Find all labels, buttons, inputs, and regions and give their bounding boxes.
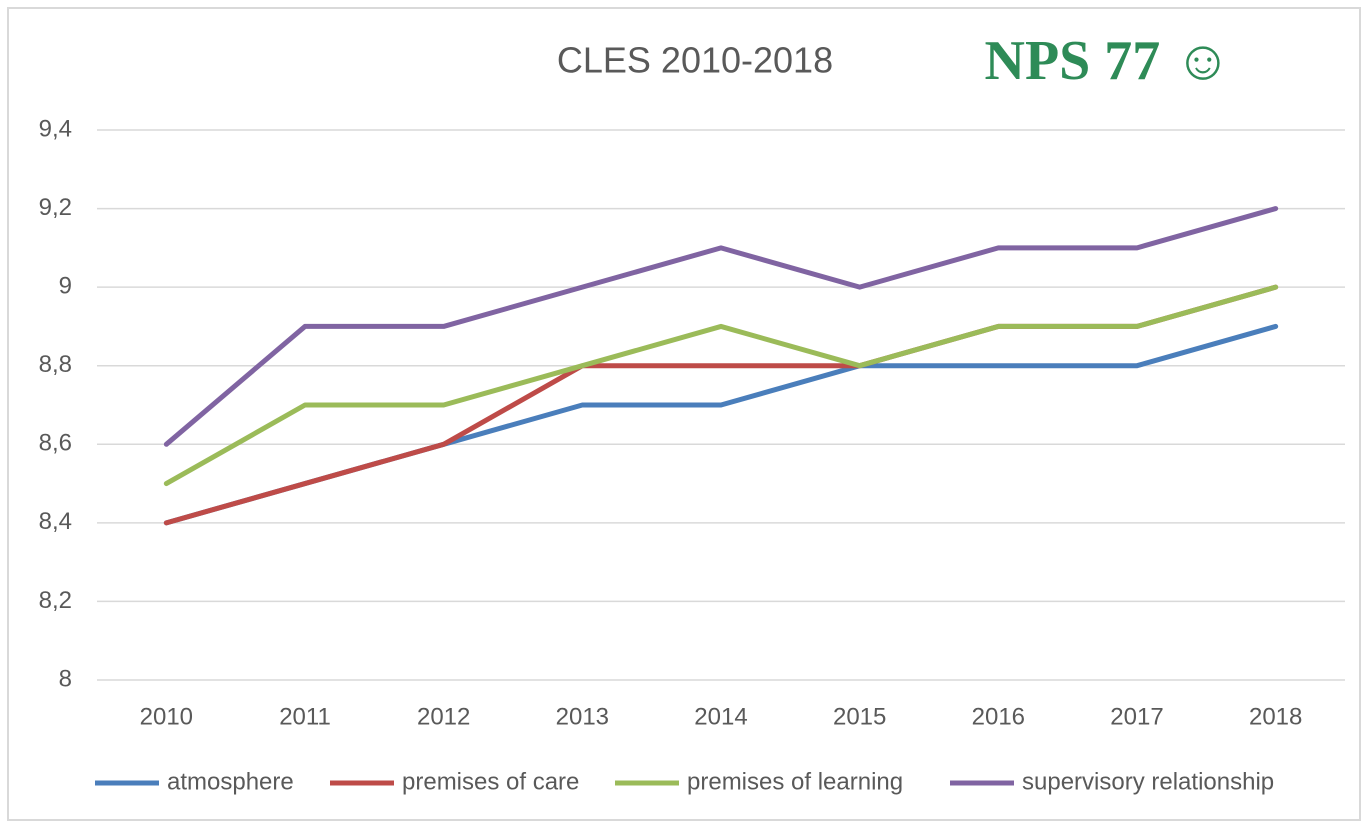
y-tick-label: 8,4 (39, 508, 72, 535)
x-tick-label: 2013 (556, 703, 609, 730)
series-line (163, 284, 1279, 487)
x-tick-label: 2012 (417, 703, 470, 730)
y-tick-label: 8 (59, 665, 72, 692)
y-tick-label: 9,2 (39, 194, 72, 221)
y-tick-label: 8,8 (39, 351, 72, 378)
legend-label: atmosphere (167, 768, 294, 795)
x-tick-label: 2016 (972, 703, 1025, 730)
legend-label: premises of care (402, 768, 579, 795)
x-tick-label: 2014 (694, 703, 747, 730)
chart-title: CLES 2010-2018 (557, 40, 833, 81)
y-tick-label: 9,4 (39, 115, 72, 142)
series-line (163, 206, 1279, 447)
legend-label: supervisory relationship (1022, 768, 1274, 795)
x-tick-label: 2015 (833, 703, 886, 730)
x-tick-label: 2018 (1249, 703, 1302, 730)
x-tick-label: 2010 (140, 703, 193, 730)
x-tick-label: 2017 (1110, 703, 1163, 730)
chart-frame (7, 7, 1361, 821)
x-tick-label: 2011 (279, 703, 331, 730)
y-tick-label: 8,2 (39, 587, 72, 614)
y-tick-label: 8,6 (39, 430, 72, 457)
legend-label: premises of learning (687, 768, 903, 795)
y-tick-label: 9 (59, 272, 72, 299)
annotation: NPS 77 ☺ (985, 30, 1232, 92)
